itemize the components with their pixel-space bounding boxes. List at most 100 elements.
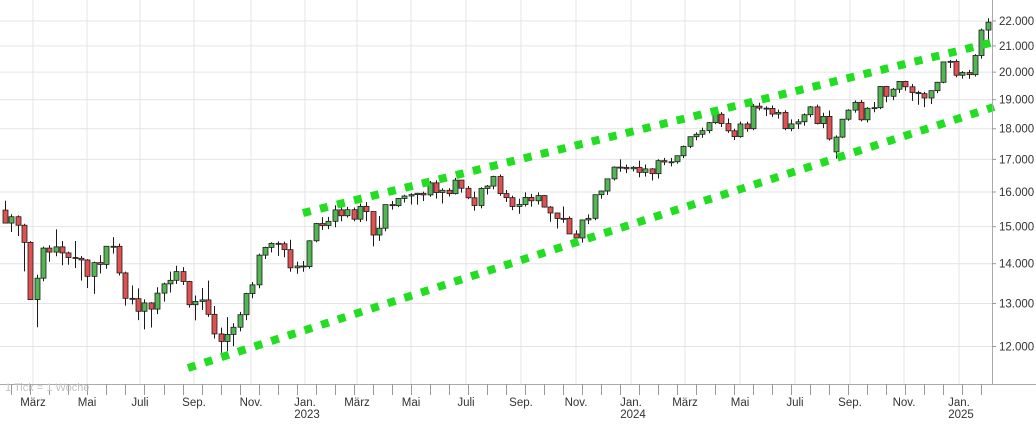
candle-up bbox=[750, 105, 757, 130]
y-axis-label: 14.000 bbox=[999, 259, 1034, 271]
candle-up bbox=[401, 195, 408, 199]
candle-down bbox=[649, 168, 656, 175]
candle-up bbox=[344, 209, 351, 217]
candle-up bbox=[224, 334, 231, 342]
candle-up bbox=[674, 155, 681, 163]
candle-up bbox=[192, 301, 199, 306]
upper-channel-line bbox=[302, 38, 995, 217]
candle-up bbox=[940, 61, 947, 83]
candle-up bbox=[154, 292, 161, 310]
candle-up bbox=[871, 107, 878, 110]
candle-up bbox=[642, 168, 649, 173]
candle-up bbox=[712, 113, 719, 124]
x-axis-label: Juli bbox=[786, 397, 803, 409]
candle-down bbox=[2, 209, 9, 224]
candle-up bbox=[268, 242, 275, 248]
candle-down bbox=[363, 205, 370, 212]
candle-down bbox=[300, 265, 307, 268]
candle-up bbox=[611, 166, 618, 180]
candle-down bbox=[782, 111, 789, 130]
candle-up bbox=[852, 101, 859, 111]
candle-up bbox=[604, 178, 611, 192]
candle-down bbox=[351, 209, 358, 220]
candle-down bbox=[718, 113, 725, 124]
candle-down bbox=[966, 72, 973, 76]
candle-up bbox=[535, 195, 542, 202]
candle-up bbox=[699, 130, 706, 135]
candle-up bbox=[801, 114, 808, 123]
candle-up bbox=[34, 277, 41, 300]
candle-up bbox=[928, 90, 935, 99]
candle-up bbox=[947, 60, 954, 63]
candle-up bbox=[332, 209, 339, 222]
candle-up bbox=[357, 205, 364, 220]
candle-up bbox=[706, 122, 713, 132]
candle-up bbox=[243, 293, 250, 316]
candle-down bbox=[338, 209, 345, 217]
candle-up bbox=[53, 246, 60, 253]
x-axis-label: Jan. bbox=[294, 397, 316, 409]
candle-down bbox=[528, 196, 535, 202]
x-axis-label: Sep. bbox=[182, 397, 206, 409]
candle-down bbox=[566, 217, 573, 235]
candle-down bbox=[59, 246, 66, 254]
x-axis-label: März bbox=[672, 397, 698, 409]
candle-up bbox=[173, 271, 180, 281]
candle-down bbox=[218, 333, 225, 342]
candle-up bbox=[896, 81, 903, 90]
candle-up bbox=[262, 246, 269, 256]
candle-up bbox=[737, 123, 744, 138]
candle-down bbox=[883, 86, 890, 97]
candle-down bbox=[370, 211, 377, 236]
candle-down bbox=[617, 166, 624, 169]
candle-up bbox=[598, 190, 605, 196]
candle-down bbox=[211, 313, 218, 335]
candle-up bbox=[985, 21, 992, 31]
x-axis-label: Nov. bbox=[240, 397, 263, 409]
candle-down bbox=[573, 233, 580, 239]
candle-down bbox=[458, 179, 465, 189]
candle-down bbox=[465, 187, 472, 199]
candle-up bbox=[313, 223, 320, 242]
candle-up bbox=[427, 182, 434, 196]
candle-up bbox=[452, 179, 459, 195]
candle-up bbox=[484, 185, 491, 189]
candle-up bbox=[141, 302, 148, 312]
candle-up bbox=[775, 111, 782, 115]
candle-up bbox=[199, 299, 206, 302]
candle-up bbox=[693, 133, 700, 138]
x-axis-label: März bbox=[344, 397, 370, 409]
candle-down bbox=[180, 271, 187, 282]
candle-down bbox=[84, 259, 91, 277]
candle-up bbox=[237, 314, 244, 328]
x-axis-year-label: 2024 bbox=[620, 409, 646, 421]
candle-up bbox=[490, 176, 497, 187]
y-axis-label: 19.000 bbox=[999, 95, 1034, 107]
candle-down bbox=[744, 123, 751, 130]
x-axis-label: Jan. bbox=[620, 397, 642, 409]
candle-up bbox=[40, 247, 47, 279]
candle-up bbox=[376, 227, 383, 236]
candle-up bbox=[959, 72, 966, 76]
candle-down bbox=[21, 224, 28, 243]
candle-up bbox=[439, 189, 446, 193]
y-axis-label: 16.000 bbox=[999, 187, 1034, 199]
candle-down bbox=[547, 206, 554, 214]
y-axis-label: 13.000 bbox=[999, 299, 1034, 311]
candle-down bbox=[756, 105, 763, 109]
candle-down bbox=[953, 60, 960, 76]
candle-up bbox=[294, 265, 301, 269]
candle-down bbox=[731, 130, 738, 138]
candle-down bbox=[65, 252, 72, 258]
x-axis-label: Jan. bbox=[948, 397, 970, 409]
candle-down bbox=[509, 197, 516, 207]
candle-up bbox=[478, 188, 485, 206]
candle-up bbox=[592, 194, 599, 219]
candle-up bbox=[877, 86, 884, 109]
candle-up bbox=[668, 161, 675, 164]
candle-down bbox=[420, 192, 427, 196]
x-axis-label: Juli bbox=[457, 397, 474, 409]
candle-down bbox=[661, 160, 668, 163]
candle-up bbox=[256, 254, 263, 286]
